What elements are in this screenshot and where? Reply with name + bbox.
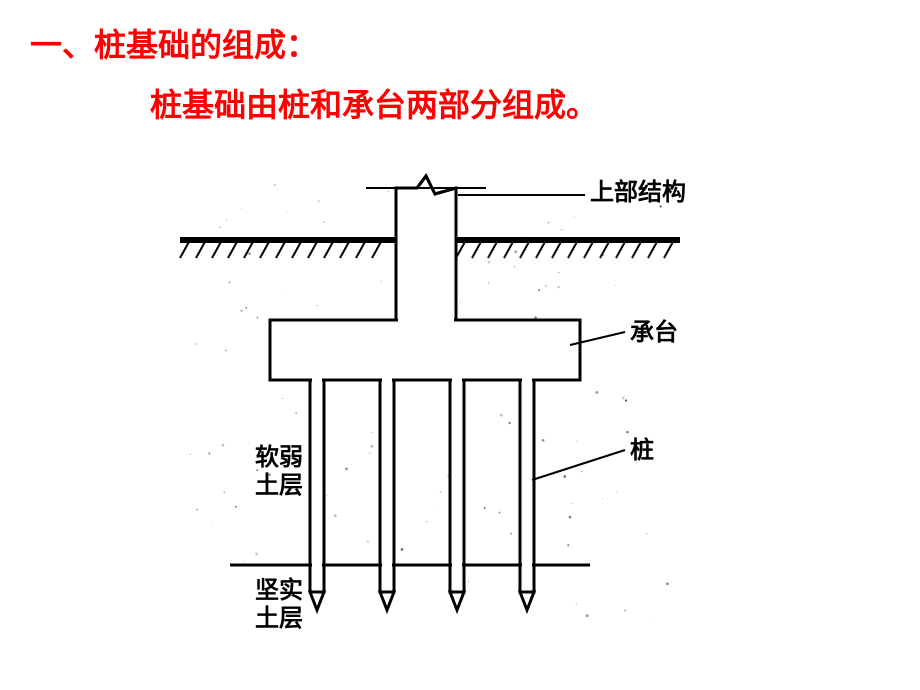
title-line-2: 桩基础由桩和承台两部分组成。 bbox=[150, 80, 598, 126]
label-upper-structure: 上部结构 bbox=[590, 180, 686, 206]
title-line-1: 一、桩基础的组成： bbox=[30, 20, 318, 66]
label-soft-1: 软弱 bbox=[255, 445, 303, 471]
label-pile: 桩 bbox=[630, 438, 654, 464]
label-firm-2: 土层 bbox=[255, 606, 303, 632]
pile-foundation-diagram: 上部结构 承台 桩 软弱 土层 坚实 土层 bbox=[150, 170, 770, 670]
label-soft-2: 土层 bbox=[255, 473, 303, 499]
label-cap: 承台 bbox=[630, 320, 678, 346]
label-firm-1: 坚实 bbox=[255, 578, 303, 604]
